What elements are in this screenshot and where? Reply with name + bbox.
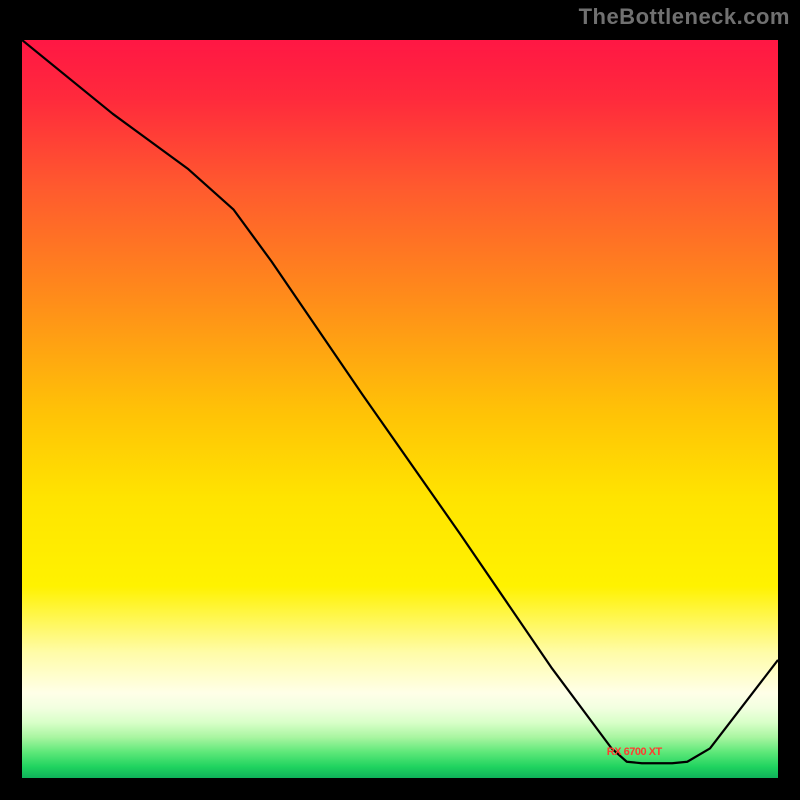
gradient-line-chart	[22, 40, 778, 778]
chart-container: TheBottleneck.com RX 6700 XT	[0, 0, 800, 800]
plot-area	[22, 40, 778, 778]
series-label: RX 6700 XT	[607, 746, 662, 758]
watermark-text: TheBottleneck.com	[579, 4, 790, 30]
gradient-background	[22, 40, 778, 778]
